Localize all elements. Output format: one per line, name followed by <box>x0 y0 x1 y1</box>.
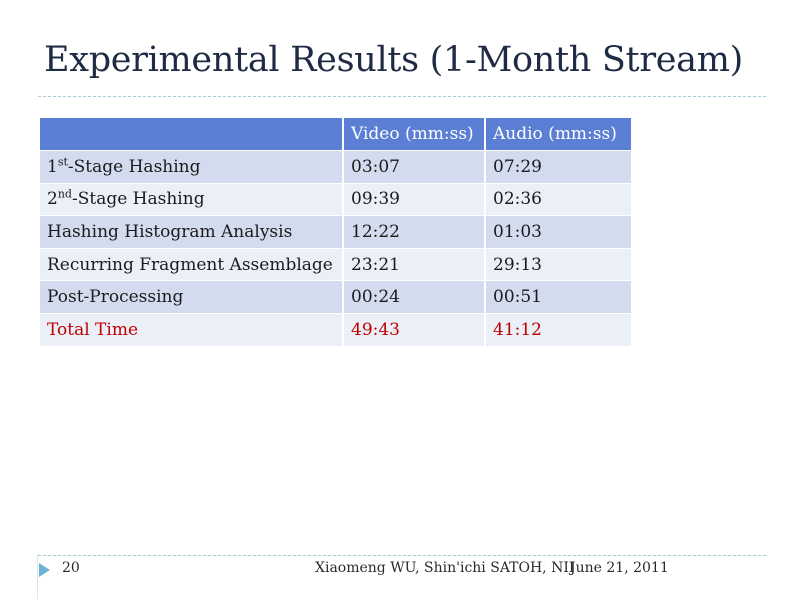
header-empty-cell <box>40 118 344 152</box>
row-label: 2nd-Stage Hashing <box>40 183 344 217</box>
audio-time: 02:36 <box>485 183 633 217</box>
video-time: 09:39 <box>343 183 486 217</box>
table-row: Post-Processing 00:24 00:51 <box>40 280 633 315</box>
total-row: Total Time 49:43 41:12 <box>40 313 633 347</box>
audio-time: 07:29 <box>485 150 633 184</box>
title-divider <box>38 96 766 97</box>
total-audio-time: 41:12 <box>485 313 633 347</box>
video-time: 23:21 <box>343 248 486 282</box>
row-label: Post-Processing <box>40 280 344 315</box>
footer-author: Xiaomeng WU, Shin'ichi SATOH, NII <box>315 560 575 576</box>
results-table: Video (mm:ss) Audio (mm:ss) 1st-Stage Ha… <box>40 118 633 347</box>
row-label-rest: -Stage Hashing <box>71 189 205 210</box>
audio-time: 01:03 <box>485 215 633 249</box>
row-label: Hashing Histogram Analysis <box>40 215 344 249</box>
row-label-superscript: nd <box>57 187 72 201</box>
triangle-right-icon <box>39 563 50 577</box>
total-label: Total Time <box>40 313 344 347</box>
page-number: 20 <box>62 560 80 576</box>
slide-title: Experimental Results (1-Month Stream) <box>44 40 743 80</box>
table-header-row: Video (mm:ss) Audio (mm:ss) <box>40 118 633 152</box>
header-audio: Audio (mm:ss) <box>485 118 633 152</box>
row-label-base: 2 <box>47 189 58 210</box>
video-time: 03:07 <box>343 150 486 184</box>
table-row: Recurring Fragment Assemblage 23:21 29:1… <box>40 248 633 282</box>
table-row: Hashing Histogram Analysis 12:22 01:03 <box>40 215 633 249</box>
total-video-time: 49:43 <box>343 313 486 347</box>
table-row: 2nd-Stage Hashing 09:39 02:36 <box>40 183 633 217</box>
row-label-rest: -Stage Hashing <box>67 156 201 177</box>
video-time: 00:24 <box>343 280 486 315</box>
footer-side-line <box>37 555 38 599</box>
audio-time: 29:13 <box>485 248 633 282</box>
row-label-superscript: st <box>57 155 68 169</box>
footer-divider <box>38 555 766 556</box>
audio-time: 00:51 <box>485 280 633 315</box>
table-row: 1st-Stage Hashing 03:07 07:29 <box>40 150 633 184</box>
row-label: 1st-Stage Hashing <box>40 150 344 184</box>
footer-date: June 21, 2011 <box>570 560 669 576</box>
video-time: 12:22 <box>343 215 486 249</box>
header-video: Video (mm:ss) <box>343 118 486 152</box>
row-label-base: 1 <box>47 156 58 177</box>
row-label: Recurring Fragment Assemblage <box>40 248 344 282</box>
